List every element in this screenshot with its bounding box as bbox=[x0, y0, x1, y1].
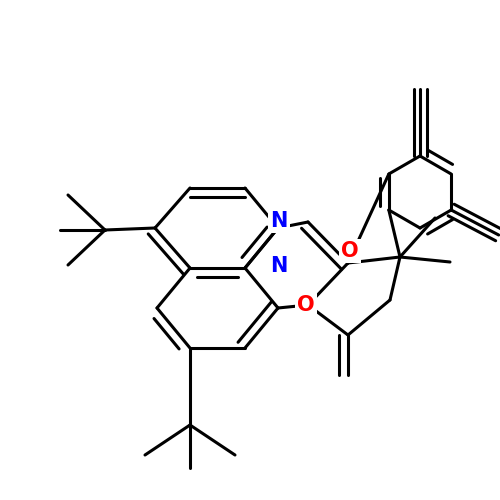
Text: O: O bbox=[297, 295, 315, 315]
Text: N: N bbox=[270, 256, 287, 276]
Text: N: N bbox=[270, 211, 287, 231]
Text: O: O bbox=[341, 241, 359, 261]
